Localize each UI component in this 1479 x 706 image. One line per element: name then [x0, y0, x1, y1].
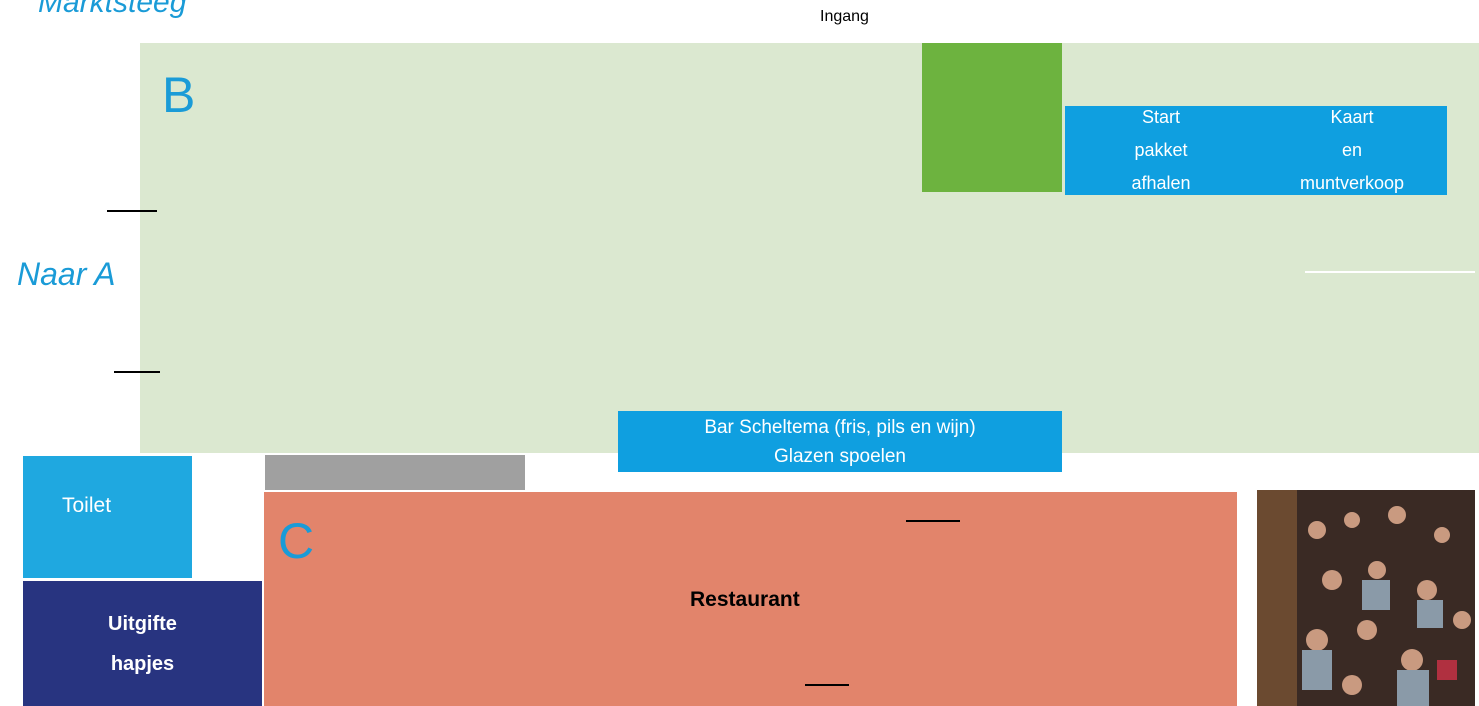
zone-b [140, 43, 1479, 453]
entrance-block [922, 43, 1062, 192]
door-line [1305, 271, 1475, 273]
snacks: Uitgifte hapjes [23, 581, 262, 706]
door-line [805, 684, 849, 686]
text-line: Glazen spoelen [774, 442, 906, 471]
street-label: Marktsteeg [38, 0, 186, 20]
counter [265, 455, 525, 490]
restaurant-label: Restaurant [690, 588, 800, 612]
tickets: Kaart en muntverkoop [1272, 106, 1432, 195]
text-line: muntverkoop [1300, 167, 1404, 200]
zone-b-label: B [162, 66, 195, 124]
text-line: pakket [1134, 134, 1187, 167]
text-line: Kaart [1330, 101, 1373, 134]
door-line [107, 210, 157, 212]
text-line: afhalen [1131, 167, 1190, 200]
text-line: Uitgifte [108, 604, 177, 644]
text-line: Start [1142, 101, 1180, 134]
entrance-label: Ingang [820, 8, 869, 26]
zone-c-label: C [278, 512, 314, 570]
photo-detail [1437, 660, 1457, 680]
direction-label: Naar A [17, 256, 115, 293]
door-line [114, 371, 160, 373]
page: Marktsteeg Ingang B Start pakket afhalen… [0, 0, 1479, 706]
photo [1257, 490, 1475, 706]
door-line [906, 520, 960, 522]
text-line: Bar Scheltema (fris, pils en wijn) [704, 413, 975, 442]
text-line: en [1342, 134, 1362, 167]
photo-wall [1257, 490, 1297, 706]
start-package: Start pakket afhalen [1100, 106, 1222, 195]
text-line: hapjes [111, 644, 174, 684]
toilet-label: Toilet [62, 494, 111, 518]
bar: Bar Scheltema (fris, pils en wijn) Glaze… [618, 411, 1062, 472]
